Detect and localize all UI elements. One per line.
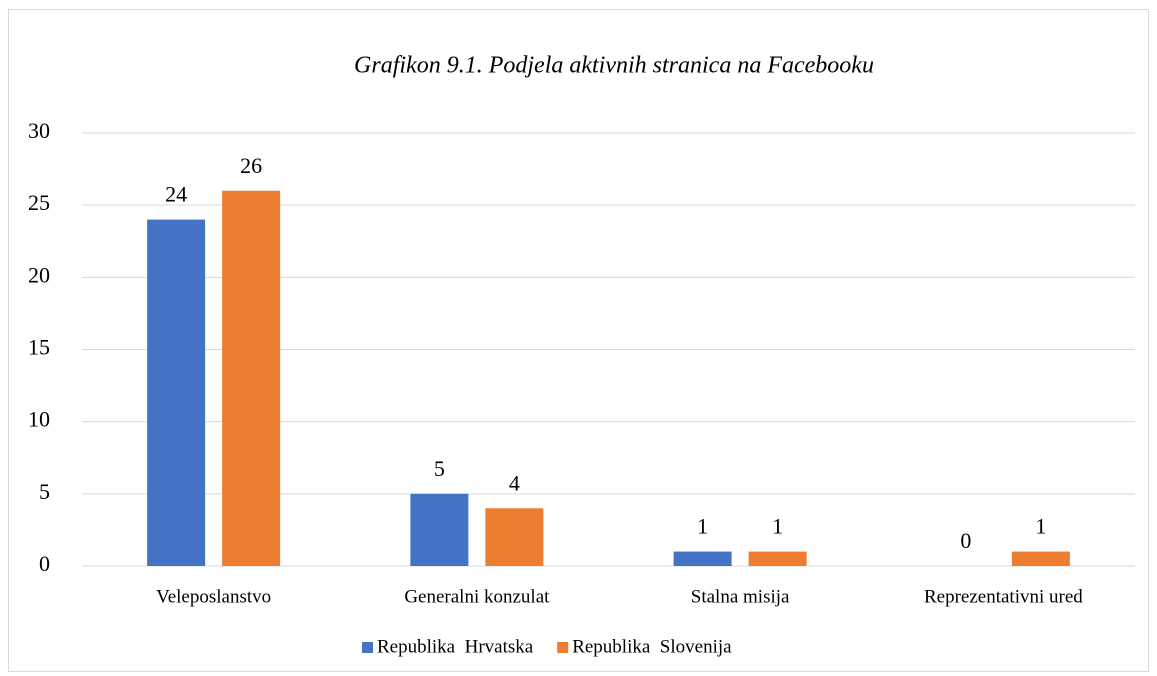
x-tick-label: Veleposlanstvo bbox=[156, 586, 271, 607]
chart-title: Grafikon 9.1. Podjela aktivnih stranica … bbox=[354, 53, 874, 79]
y-tick-label: 10 bbox=[28, 407, 50, 432]
data-label: 4 bbox=[509, 470, 520, 495]
y-tick-label: 15 bbox=[28, 335, 50, 360]
x-tick-label: Stalna misija bbox=[691, 586, 790, 607]
data-label: 1 bbox=[1035, 514, 1046, 539]
bar bbox=[222, 190, 281, 566]
bar bbox=[1011, 551, 1070, 566]
y-tick-label: 25 bbox=[28, 190, 50, 215]
y-tick-label: 0 bbox=[39, 551, 50, 576]
bar bbox=[748, 551, 807, 566]
data-label: 1 bbox=[772, 514, 783, 539]
legend-label: Republika Slovenija bbox=[572, 636, 732, 657]
legend-swatch bbox=[557, 642, 569, 653]
legend-label: Republika Hrvatska bbox=[377, 636, 534, 657]
data-label: 26 bbox=[240, 153, 262, 178]
data-label: 1 bbox=[697, 514, 708, 539]
bar bbox=[673, 551, 732, 566]
data-label: 24 bbox=[165, 182, 187, 207]
x-tick-label: Reprezentativni ured bbox=[924, 586, 1083, 607]
data-label: 5 bbox=[434, 456, 445, 481]
bar bbox=[410, 493, 469, 566]
y-tick-label: 20 bbox=[28, 262, 50, 287]
bar bbox=[485, 508, 544, 566]
y-tick-label: 5 bbox=[39, 479, 50, 504]
bar bbox=[147, 219, 206, 566]
y-tick-label: 30 bbox=[28, 118, 50, 143]
legend-swatch bbox=[362, 642, 373, 653]
data-label: 0 bbox=[960, 528, 971, 553]
x-tick-label: Generalni konzulat bbox=[404, 586, 550, 607]
